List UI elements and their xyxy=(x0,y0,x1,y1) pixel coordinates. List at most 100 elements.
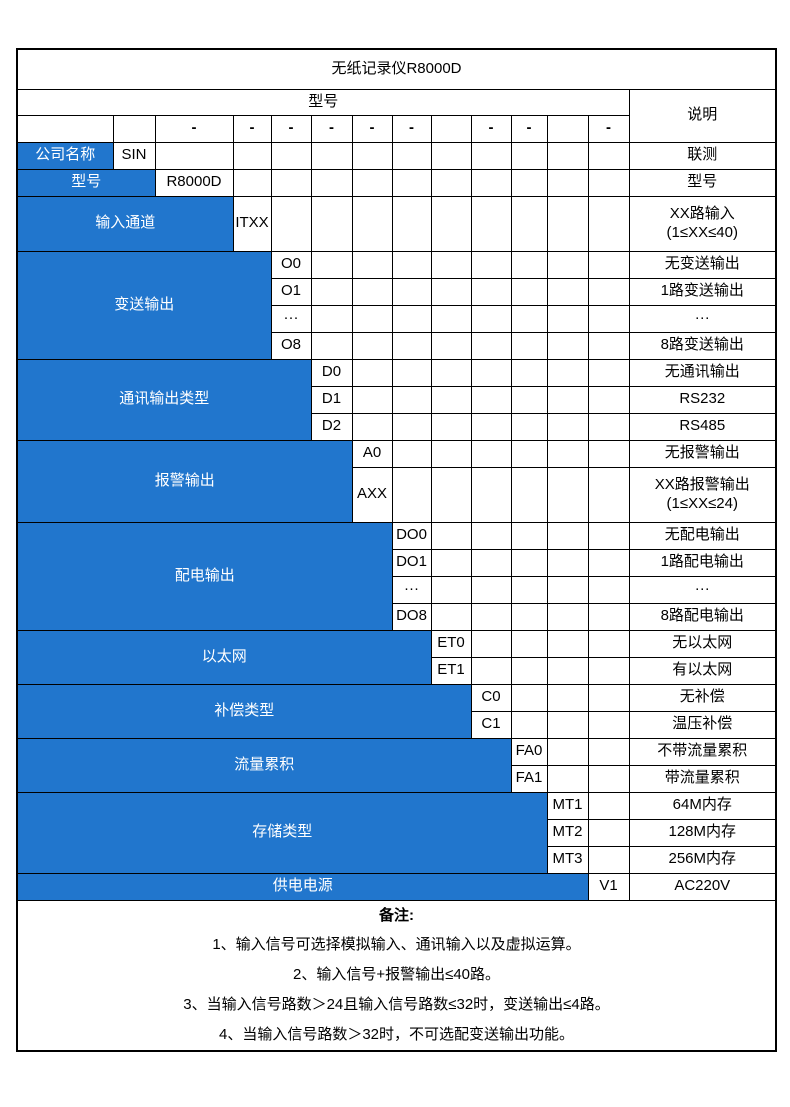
empty-cell xyxy=(351,168,393,197)
empty-cell xyxy=(510,412,548,441)
empty-cell xyxy=(270,168,312,197)
note-item: 2、输入信号+报警输出≤40路。 xyxy=(292,965,501,983)
section-label: 公司名称 xyxy=(16,141,114,170)
option-code: AXX xyxy=(351,466,393,523)
option-code: V1 xyxy=(587,872,630,901)
empty-cell xyxy=(112,114,156,143)
empty-cell xyxy=(470,195,512,252)
empty-cell xyxy=(391,439,432,468)
empty-cell xyxy=(430,412,472,441)
section-label: 以太网 xyxy=(16,629,432,685)
empty-cell xyxy=(351,385,393,414)
option-desc: AC220V xyxy=(628,872,777,901)
option-desc: 256M内存 xyxy=(628,845,777,874)
empty-cell xyxy=(430,114,472,143)
code-separator-cell: - xyxy=(510,114,548,143)
empty-cell xyxy=(270,141,312,170)
option-code: ITXX xyxy=(232,195,272,252)
empty-cell xyxy=(510,331,548,360)
option-desc: RS232 xyxy=(628,385,777,414)
empty-cell xyxy=(587,277,630,306)
empty-cell xyxy=(587,304,630,333)
table-title: 无纸记录仪R8000D xyxy=(16,48,777,90)
empty-cell xyxy=(510,168,548,197)
option-code: C1 xyxy=(470,710,512,739)
empty-cell xyxy=(351,331,393,360)
option-desc: XX路输入 (1≤XX≤40) xyxy=(628,195,777,252)
empty-cell xyxy=(587,710,630,739)
option-desc: 64M内存 xyxy=(628,791,777,820)
empty-cell xyxy=(510,466,548,523)
option-code: DO8 xyxy=(391,602,432,631)
empty-cell xyxy=(351,358,393,387)
empty-cell xyxy=(430,358,472,387)
option-code: ET1 xyxy=(430,656,472,685)
empty-cell xyxy=(310,304,353,333)
empty-cell xyxy=(470,466,512,523)
empty-cell xyxy=(391,195,432,252)
option-desc: 温压补偿 xyxy=(628,710,777,739)
empty-cell xyxy=(510,385,548,414)
empty-cell xyxy=(587,250,630,279)
option-code: D0 xyxy=(310,358,353,387)
empty-cell xyxy=(430,521,472,550)
empty-cell xyxy=(310,277,353,306)
section-label: 存储类型 xyxy=(16,791,548,874)
section-label: 变送输出 xyxy=(16,250,272,360)
empty-cell xyxy=(587,141,630,170)
option-desc: 1路变送输出 xyxy=(628,277,777,306)
empty-cell xyxy=(587,845,630,874)
option-desc: ··· xyxy=(628,304,777,333)
option-code: DO1 xyxy=(391,548,432,577)
empty-cell xyxy=(430,331,472,360)
option-desc: 无以太网 xyxy=(628,629,777,658)
option-desc: 无配电输出 xyxy=(628,521,777,550)
empty-cell xyxy=(546,521,589,550)
empty-cell xyxy=(470,629,512,658)
empty-cell xyxy=(391,277,432,306)
empty-cell xyxy=(510,629,548,658)
empty-cell xyxy=(546,331,589,360)
empty-cell xyxy=(510,439,548,468)
option-code: MT1 xyxy=(546,791,589,820)
option-desc: 128M内存 xyxy=(628,818,777,847)
note-item: 1、输入信号可选择模拟输入、通讯输入以及虚拟运算。 xyxy=(212,935,581,953)
empty-cell xyxy=(510,548,548,577)
empty-cell xyxy=(430,602,472,631)
option-code: D2 xyxy=(310,412,353,441)
empty-cell xyxy=(430,195,472,252)
empty-cell xyxy=(587,683,630,712)
empty-cell xyxy=(310,331,353,360)
option-desc: ··· xyxy=(628,575,777,604)
empty-cell xyxy=(391,412,432,441)
empty-cell xyxy=(510,195,548,252)
empty-cell xyxy=(587,385,630,414)
option-desc: 无变送输出 xyxy=(628,250,777,279)
empty-cell xyxy=(587,168,630,197)
empty-cell xyxy=(391,141,432,170)
empty-cell xyxy=(470,656,512,685)
option-code: O1 xyxy=(270,277,312,306)
empty-cell xyxy=(546,277,589,306)
empty-cell xyxy=(391,250,432,279)
option-code: ··· xyxy=(391,575,432,604)
notes-heading: 备注: xyxy=(379,906,414,924)
code-separator-cell: - xyxy=(270,114,312,143)
option-desc: XX路报警输出 (1≤XX≤24) xyxy=(628,466,777,523)
empty-cell xyxy=(587,548,630,577)
section-label: 通讯输出类型 xyxy=(16,358,312,441)
empty-cell xyxy=(546,764,589,793)
option-desc: 1路配电输出 xyxy=(628,548,777,577)
section-label: 流量累积 xyxy=(16,737,512,793)
empty-cell xyxy=(351,195,393,252)
option-code: C0 xyxy=(470,683,512,712)
empty-cell xyxy=(470,331,512,360)
empty-cell xyxy=(391,358,432,387)
empty-cell xyxy=(587,656,630,685)
code-separator-cell: - xyxy=(310,114,353,143)
option-code: ET0 xyxy=(430,629,472,658)
option-desc: 带流量累积 xyxy=(628,764,777,793)
option-code: O0 xyxy=(270,250,312,279)
empty-cell xyxy=(546,656,589,685)
